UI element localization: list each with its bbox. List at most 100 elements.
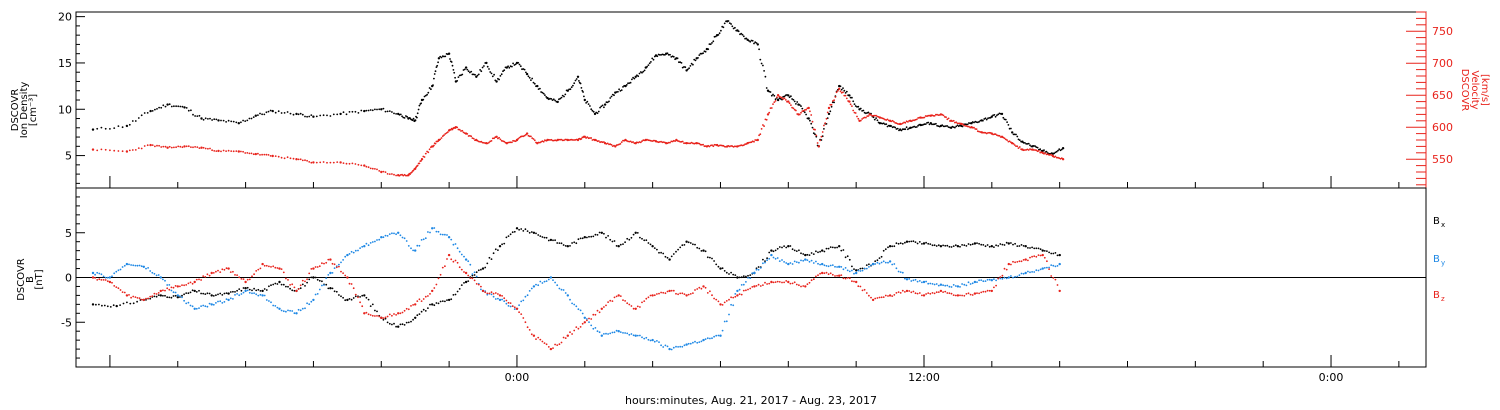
velocity-axis-label-line: Velocity <box>1469 70 1480 109</box>
bx-point <box>675 250 677 253</box>
ion-density-point <box>215 118 218 121</box>
by-point <box>248 291 251 294</box>
velocity-point <box>204 147 207 150</box>
bz-point <box>333 263 336 266</box>
by-point <box>151 271 154 274</box>
by-point <box>435 230 438 233</box>
bx-point <box>299 287 302 290</box>
bz-point <box>632 307 635 310</box>
bx-point <box>740 276 743 279</box>
by-point <box>526 294 529 297</box>
bz-point <box>293 286 296 289</box>
bz-point <box>1007 262 1010 266</box>
by-point <box>471 273 474 276</box>
x-axis-title: hours:minutes, Aug. 21, 2017 - Aug. 23, … <box>625 394 877 407</box>
ion-density-point <box>263 113 266 116</box>
bx-point <box>257 288 260 291</box>
bz-point <box>108 280 112 284</box>
by-point <box>159 276 162 279</box>
by-point <box>494 298 497 300</box>
by-point <box>817 262 819 265</box>
by-point <box>261 294 264 297</box>
ion-density-point <box>620 89 623 91</box>
velocity-point <box>1046 153 1049 156</box>
bx-point <box>509 233 512 236</box>
ion-density-point <box>418 104 421 107</box>
bx-point <box>636 232 639 234</box>
by-point <box>323 284 325 286</box>
bx-point <box>583 236 586 239</box>
bz-point <box>350 283 353 285</box>
velocity-point <box>742 144 745 147</box>
bz-point <box>675 292 677 295</box>
bz-point <box>481 289 485 293</box>
bx-point <box>261 289 264 293</box>
bz-point <box>634 307 637 310</box>
bz-point <box>505 299 508 302</box>
bz-point <box>456 261 459 264</box>
by-point <box>696 341 699 344</box>
by-point <box>458 250 461 253</box>
velocity-point <box>259 154 261 156</box>
by-point <box>717 334 720 337</box>
bz-point <box>520 313 523 315</box>
bz-point <box>399 312 402 315</box>
ion-density-point <box>932 123 935 126</box>
ion-density-point <box>610 95 613 98</box>
by-point <box>736 289 739 293</box>
bx-point <box>270 284 272 287</box>
bx-point <box>711 257 713 260</box>
bz-point <box>149 295 152 298</box>
ion-density-point <box>179 105 182 108</box>
by-point <box>176 294 179 297</box>
bz-point <box>221 268 224 271</box>
bx-point <box>683 244 686 246</box>
bz-point <box>261 262 264 266</box>
by-point <box>577 308 580 311</box>
bx-point <box>109 306 112 308</box>
by-point <box>386 235 389 237</box>
ion-density-point <box>382 107 385 110</box>
by-point <box>547 278 550 281</box>
bz-point <box>1031 255 1033 258</box>
by-point <box>868 266 870 268</box>
bx-point <box>821 249 824 252</box>
velocity-point <box>632 141 634 143</box>
velocity-point <box>449 129 452 131</box>
ion-density-point <box>304 115 306 118</box>
ion-density-point <box>773 94 776 97</box>
bz-point <box>189 281 192 284</box>
bz-point <box>439 273 442 276</box>
velocity-point <box>444 133 447 135</box>
bx-point <box>1005 241 1008 244</box>
by-point <box>573 303 576 306</box>
bx-point <box>329 287 332 290</box>
ion-density-point <box>637 75 640 78</box>
bx-point <box>183 293 186 296</box>
bx-point <box>764 260 766 262</box>
by-point <box>706 337 709 340</box>
by-point <box>108 276 112 279</box>
by-point <box>571 302 573 305</box>
velocity-point <box>261 153 263 156</box>
bz-point <box>306 278 308 281</box>
velocity-axis-label-line: DSCOVR <box>1459 69 1470 112</box>
bz-point <box>498 294 502 297</box>
bz-point <box>857 285 860 288</box>
velocity-point <box>348 162 351 165</box>
bx-point <box>371 303 374 306</box>
bx-point <box>325 283 328 286</box>
by-point <box>766 259 768 262</box>
by-point <box>543 280 546 283</box>
by-point <box>155 274 158 277</box>
bx-point <box>914 241 917 244</box>
by-point <box>253 292 256 294</box>
by-point <box>371 241 374 243</box>
ion-density-point <box>457 76 460 78</box>
velocity-point <box>946 118 949 121</box>
bx-point <box>935 245 938 247</box>
velocity-point <box>848 100 851 103</box>
by-point <box>649 339 652 342</box>
bx-point <box>1018 245 1021 247</box>
bz-point <box>405 307 408 310</box>
